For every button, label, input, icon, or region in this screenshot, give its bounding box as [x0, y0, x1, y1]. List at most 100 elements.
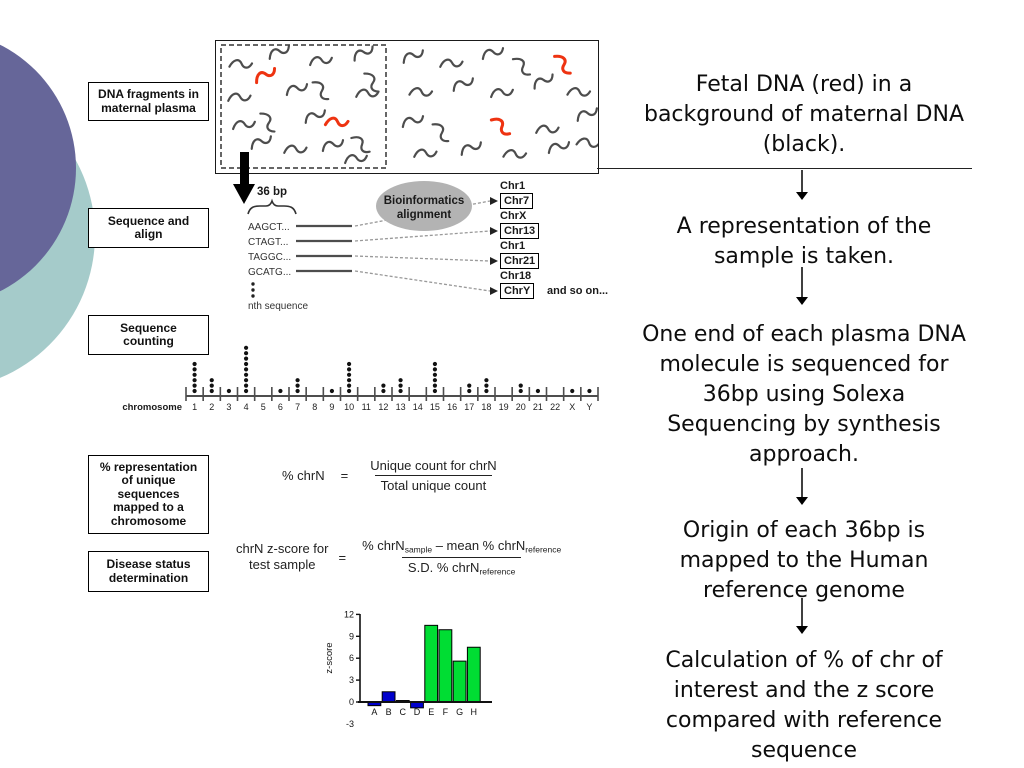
- alignment-dashed-arrow: [354, 200, 491, 227]
- sequence-count-dot: [346, 367, 352, 372]
- sequence-count-dot: [346, 383, 352, 388]
- sequence-count-dot: [243, 367, 249, 372]
- maternal-dna-squiggle: [304, 109, 326, 124]
- chromosome-hit: ChrX: [500, 210, 527, 222]
- sequence-count-dot: [243, 345, 249, 350]
- maternal-dna-squiggle: [283, 144, 308, 154]
- chromosome-hit: Chr1: [500, 180, 526, 192]
- sequence-count-dot: [535, 388, 541, 394]
- zscore-chart: -3 0 3 6 9 12 A B C D E F G Hz-score: [324, 609, 492, 729]
- maternal-dna-squiggle: [481, 47, 505, 61]
- flow-box-disease-status: Disease status determination: [88, 551, 209, 592]
- maternal-dna-squiggle: [401, 115, 425, 129]
- zscore-axis-label: z-score: [324, 642, 335, 673]
- denominator-term: S.D. % chrN: [407, 559, 480, 575]
- sequence-count-dot: [398, 388, 403, 394]
- ellipsis-dots: [251, 282, 255, 298]
- chromosome-hit: ChrY: [500, 282, 535, 299]
- maternal-dna-squiggle: [355, 88, 380, 98]
- maternal-dna-squiggle: [576, 107, 598, 122]
- chromosome-hit: Chr1: [500, 240, 526, 252]
- dotplot-category-label: 2: [209, 402, 214, 412]
- bar-category-label: F: [443, 707, 449, 717]
- sequence-count-dot: [484, 383, 489, 388]
- sequence-count-dot: [295, 383, 300, 388]
- sequence-count-dot: [243, 361, 249, 367]
- formula-lhs: chrN z-score for test sample: [236, 541, 329, 572]
- bar-category-label: D: [414, 707, 421, 717]
- bar-y-tick-label: -3: [346, 719, 354, 729]
- sequence-read-label: AAGCT...: [248, 222, 290, 233]
- sequence-count-dot: [192, 367, 197, 372]
- fetal-dna-squiggle: [553, 54, 572, 75]
- bar-y-tick-label: 9: [349, 631, 354, 641]
- sequence-count-dot: [432, 367, 438, 372]
- zscore-bar: [424, 624, 439, 703]
- bar-y-tick-label: 3: [349, 675, 354, 685]
- zscore-bar: [381, 691, 396, 703]
- alignment-dashed-arrow: [354, 270, 491, 292]
- bar-category-label: G: [456, 707, 463, 717]
- flow-down-arrow-icon: [796, 468, 808, 505]
- callout-line: [597, 168, 972, 169]
- sequence-count-dot: [295, 378, 300, 383]
- fraction: % chrNsample – mean % chrNreference S.D.…: [356, 538, 567, 576]
- maternal-dna-squiggle: [402, 49, 424, 64]
- fraction-denominator: Total unique count: [374, 475, 493, 493]
- sequence-count-dot: [243, 372, 249, 377]
- dotplot-category-label: 12: [378, 402, 388, 412]
- maternal-dna-squiggle: [575, 137, 601, 148]
- sequence-count-dot: [192, 378, 197, 383]
- flow-box-sequence-counting: Sequence counting: [88, 315, 209, 355]
- sequence-count-dot: [295, 388, 300, 394]
- alignment-dashed-arrows: [354, 197, 498, 295]
- sequence-count-dot: [346, 388, 352, 394]
- caption-sequencing: One end of each plasma DNA molecule is s…: [642, 322, 966, 467]
- caption-fetal-dna: Fetal DNA (red) in a background of mater…: [643, 72, 965, 157]
- sequence-count-dot: [518, 383, 523, 388]
- denominator-subscript: reference: [479, 566, 516, 576]
- dotplot-category-label: 4: [244, 402, 249, 412]
- zscore-formula: chrN z-score for test sample = % chrNsam…: [236, 538, 567, 576]
- maternal-dna-squiggle: [344, 154, 368, 165]
- maternal-dna-squiggle: [511, 57, 532, 76]
- sequence-count-dot: [243, 356, 249, 361]
- sequence-count-dot: [432, 378, 438, 383]
- fraction-denominator: S.D. % chrNreference: [401, 556, 522, 576]
- sequence-count-dot: [570, 388, 575, 394]
- dotplot-category-label: Y: [586, 402, 592, 412]
- bar-category-label: B: [386, 707, 392, 717]
- fraction-numerator: % chrNsample – mean % chrNreference: [356, 538, 567, 557]
- sequence-count-dot: [209, 378, 214, 383]
- maternal-dna-squiggle: [321, 139, 345, 153]
- sequence-count-dot: [192, 372, 197, 377]
- flow-box-sequence-align: Sequence and align: [88, 208, 209, 248]
- arrowhead-icon: [490, 227, 498, 235]
- dotplot-category-label: 8: [312, 402, 317, 412]
- equals-sign: =: [338, 549, 347, 565]
- sequence-count-dot: [432, 372, 438, 377]
- bioinformatics-oval: [376, 181, 472, 231]
- maternal-dna-squiggle: [311, 81, 330, 101]
- fetal-dna-squiggle: [323, 116, 350, 128]
- dotplot-category-label: 14: [413, 402, 423, 412]
- sequence-count-dot: [329, 388, 335, 394]
- sequence-count-dot: [243, 378, 249, 383]
- bp-label: 36 bp: [257, 186, 287, 198]
- read-lines: [296, 224, 352, 273]
- maternal-dna-squiggle: [250, 135, 272, 150]
- maternal-dna-squiggle: [452, 77, 474, 92]
- zscore-bar: [438, 629, 453, 703]
- formula-lhs: % chrN: [282, 467, 325, 483]
- dotplot-category-label: 18: [481, 402, 491, 412]
- alignment-dashed-arrow: [354, 255, 491, 262]
- maternal-dna-squiggle: [408, 87, 434, 97]
- bioinformatics-oval-label: alignment: [397, 209, 451, 221]
- numerator-subscript: sample: [404, 544, 433, 555]
- sequence-count-dot: [587, 388, 592, 394]
- maternal-dna-squiggle: [490, 88, 514, 99]
- sequence-count-dot: [518, 388, 523, 394]
- sequence-align-svg: 36 bp AAGCT... CTAGT... TAGGC... GCATG..…: [247, 181, 498, 312]
- sequence-count-dot: [192, 361, 197, 367]
